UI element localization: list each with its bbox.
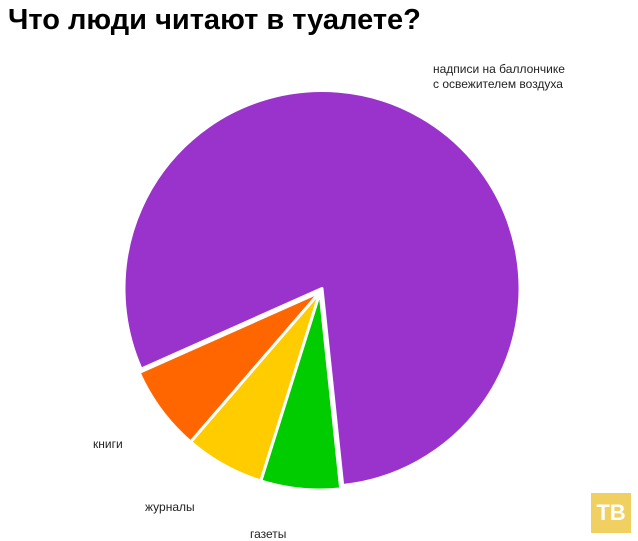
pie-slice	[137, 290, 322, 444]
slice-label: книги	[93, 437, 123, 451]
slice-label: надписи на баллончике с освежителем возд…	[433, 62, 565, 91]
watermark: ТВ	[591, 493, 631, 533]
pie-slice	[122, 89, 522, 487]
chart-title: Что люди читают в туалете?	[8, 4, 421, 36]
slice-label: журналы	[145, 500, 195, 514]
slice-label: газеты	[250, 527, 287, 541]
